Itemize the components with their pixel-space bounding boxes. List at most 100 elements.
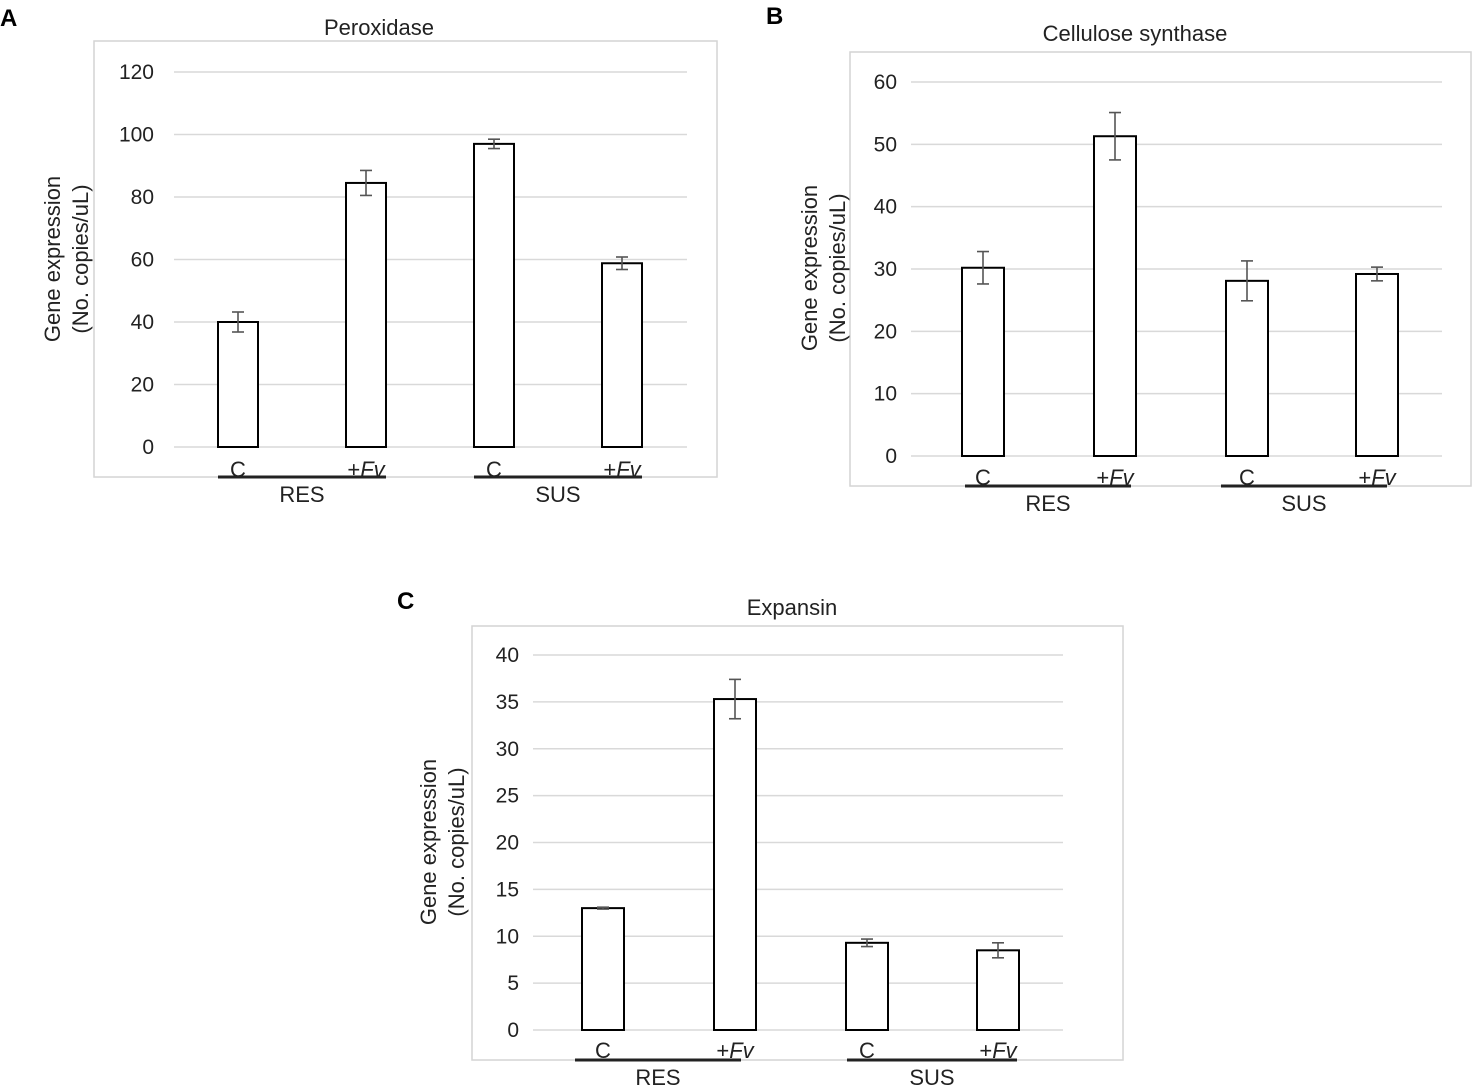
- error-bar: [597, 906, 609, 910]
- category-label-text: +: [979, 1038, 992, 1063]
- y-tick-labels: 0 20 40 60 80 100 120: [119, 61, 154, 459]
- chart-title: Peroxidase: [324, 15, 434, 40]
- error-bar: [992, 942, 1004, 959]
- y-tick-label: 0: [885, 445, 897, 468]
- y-axis-label: Gene expression (No. copies/uL): [40, 176, 93, 342]
- bar: [601, 262, 643, 448]
- category-label: C: [975, 465, 991, 490]
- y-tick-label: 100: [119, 124, 154, 147]
- y-tick-label: 35: [496, 691, 519, 714]
- panel-c: C Expansin Gene expression (No. copies/u…: [397, 588, 1124, 1090]
- error-bars: [232, 138, 628, 333]
- error-bars: [977, 111, 1383, 302]
- category-label: C: [1239, 465, 1255, 490]
- group-label: RES: [279, 482, 324, 507]
- y-axis-label-line1: Gene expression: [40, 176, 65, 342]
- y-axis-label: Gene expression (No. copies/uL): [797, 185, 850, 351]
- y-tick-label: 60: [874, 71, 897, 94]
- error-bar: [488, 138, 500, 150]
- y-tick-label: 0: [142, 436, 154, 459]
- y-axis-label-line1: Gene expression: [797, 185, 822, 351]
- chart-frame: [849, 51, 1472, 487]
- y-tick-label: 40: [496, 644, 519, 667]
- error-bar: [616, 256, 628, 271]
- y-axis-label-line2: (No. copies/uL): [68, 184, 93, 333]
- chart-title: Expansin: [747, 595, 838, 620]
- y-tick-label: 50: [874, 133, 897, 156]
- chart-title: Cellulose synthase: [1043, 21, 1228, 46]
- bar: [1093, 135, 1137, 457]
- y-tick-label: 20: [131, 374, 154, 397]
- bar: [845, 941, 889, 1031]
- group-label: SUS: [535, 482, 580, 507]
- category-label: C: [859, 1038, 875, 1063]
- error-bars: [597, 678, 1004, 959]
- y-axis-label: Gene expression (No. copies/uL): [416, 759, 469, 925]
- y-tick-label: 15: [496, 878, 519, 901]
- category-label-text: C: [975, 465, 991, 490]
- y-tick-labels: 0 10 20 30 40 50 60: [874, 71, 897, 468]
- y-tick-label: 10: [496, 925, 519, 948]
- bar: [345, 181, 387, 448]
- group-labels: RES SUS: [218, 475, 642, 507]
- bar: [581, 907, 625, 1031]
- bar: [1225, 279, 1269, 457]
- bars: [961, 135, 1399, 457]
- category-label-text: C: [595, 1038, 611, 1063]
- category-label-text: +: [716, 1038, 729, 1063]
- group-labels: RES SUS: [575, 1058, 1017, 1090]
- y-tick-label: 10: [874, 383, 897, 406]
- error-bar: [729, 678, 741, 720]
- panel-letter: A: [0, 5, 17, 32]
- panel-letter: C: [397, 588, 414, 615]
- group-label: SUS: [1281, 491, 1326, 516]
- category-labels: C +Fv C +Fv: [595, 1038, 1019, 1063]
- panel-b: B Cellulose synthase Gene expression (No…: [766, 3, 1472, 516]
- error-bar: [232, 311, 244, 333]
- category-label: C: [595, 1038, 611, 1063]
- bar: [976, 949, 1020, 1031]
- y-tick-labels: 0 5 10 15 20 25 30 35 40: [496, 644, 519, 1042]
- y-tick-label: 40: [874, 196, 897, 219]
- y-tick-label: 30: [874, 258, 897, 281]
- group-label: RES: [1025, 491, 1070, 516]
- bar: [1355, 272, 1399, 457]
- group-labels: RES SUS: [965, 484, 1387, 516]
- y-tick-label: 20: [496, 832, 519, 855]
- panel-letter: B: [766, 3, 783, 30]
- y-tick-label: 60: [131, 249, 154, 272]
- y-tick-label: 5: [507, 972, 519, 995]
- group-label: RES: [635, 1065, 680, 1087]
- y-tick-label: 20: [874, 320, 897, 343]
- error-bar: [1109, 111, 1121, 161]
- bar: [713, 698, 757, 1031]
- error-bar: [1371, 266, 1383, 282]
- y-axis-label-line2: (No. copies/uL): [444, 767, 469, 916]
- category-label: +Fv: [716, 1038, 755, 1063]
- y-axis-label-line2: (No. copies/uL): [825, 193, 850, 342]
- category-label-text: C: [1239, 465, 1255, 490]
- error-bar: [977, 250, 989, 285]
- y-tick-label: 40: [131, 311, 154, 334]
- y-tick-label: 25: [496, 785, 519, 808]
- bar: [217, 321, 259, 448]
- y-tick-label: 0: [507, 1019, 519, 1042]
- y-axis-label-line1: Gene expression: [416, 759, 441, 925]
- y-tick-label: 80: [131, 186, 154, 209]
- y-tick-label: 30: [496, 738, 519, 761]
- error-bar: [360, 169, 372, 197]
- category-label-text: C: [859, 1038, 875, 1063]
- bars: [581, 698, 1020, 1031]
- bar: [473, 142, 515, 448]
- category-label-text: +: [1358, 465, 1371, 490]
- error-bar: [861, 938, 873, 948]
- error-bar: [1241, 260, 1253, 302]
- panel-a: A Peroxidase Gene expression (No. copies…: [0, 5, 718, 507]
- chart-frame: [471, 625, 1124, 1061]
- chart-frame: [93, 40, 718, 478]
- group-label: SUS: [909, 1065, 954, 1087]
- category-label-text: +: [1096, 465, 1109, 490]
- bars: [217, 142, 643, 448]
- y-tick-label: 120: [119, 61, 154, 84]
